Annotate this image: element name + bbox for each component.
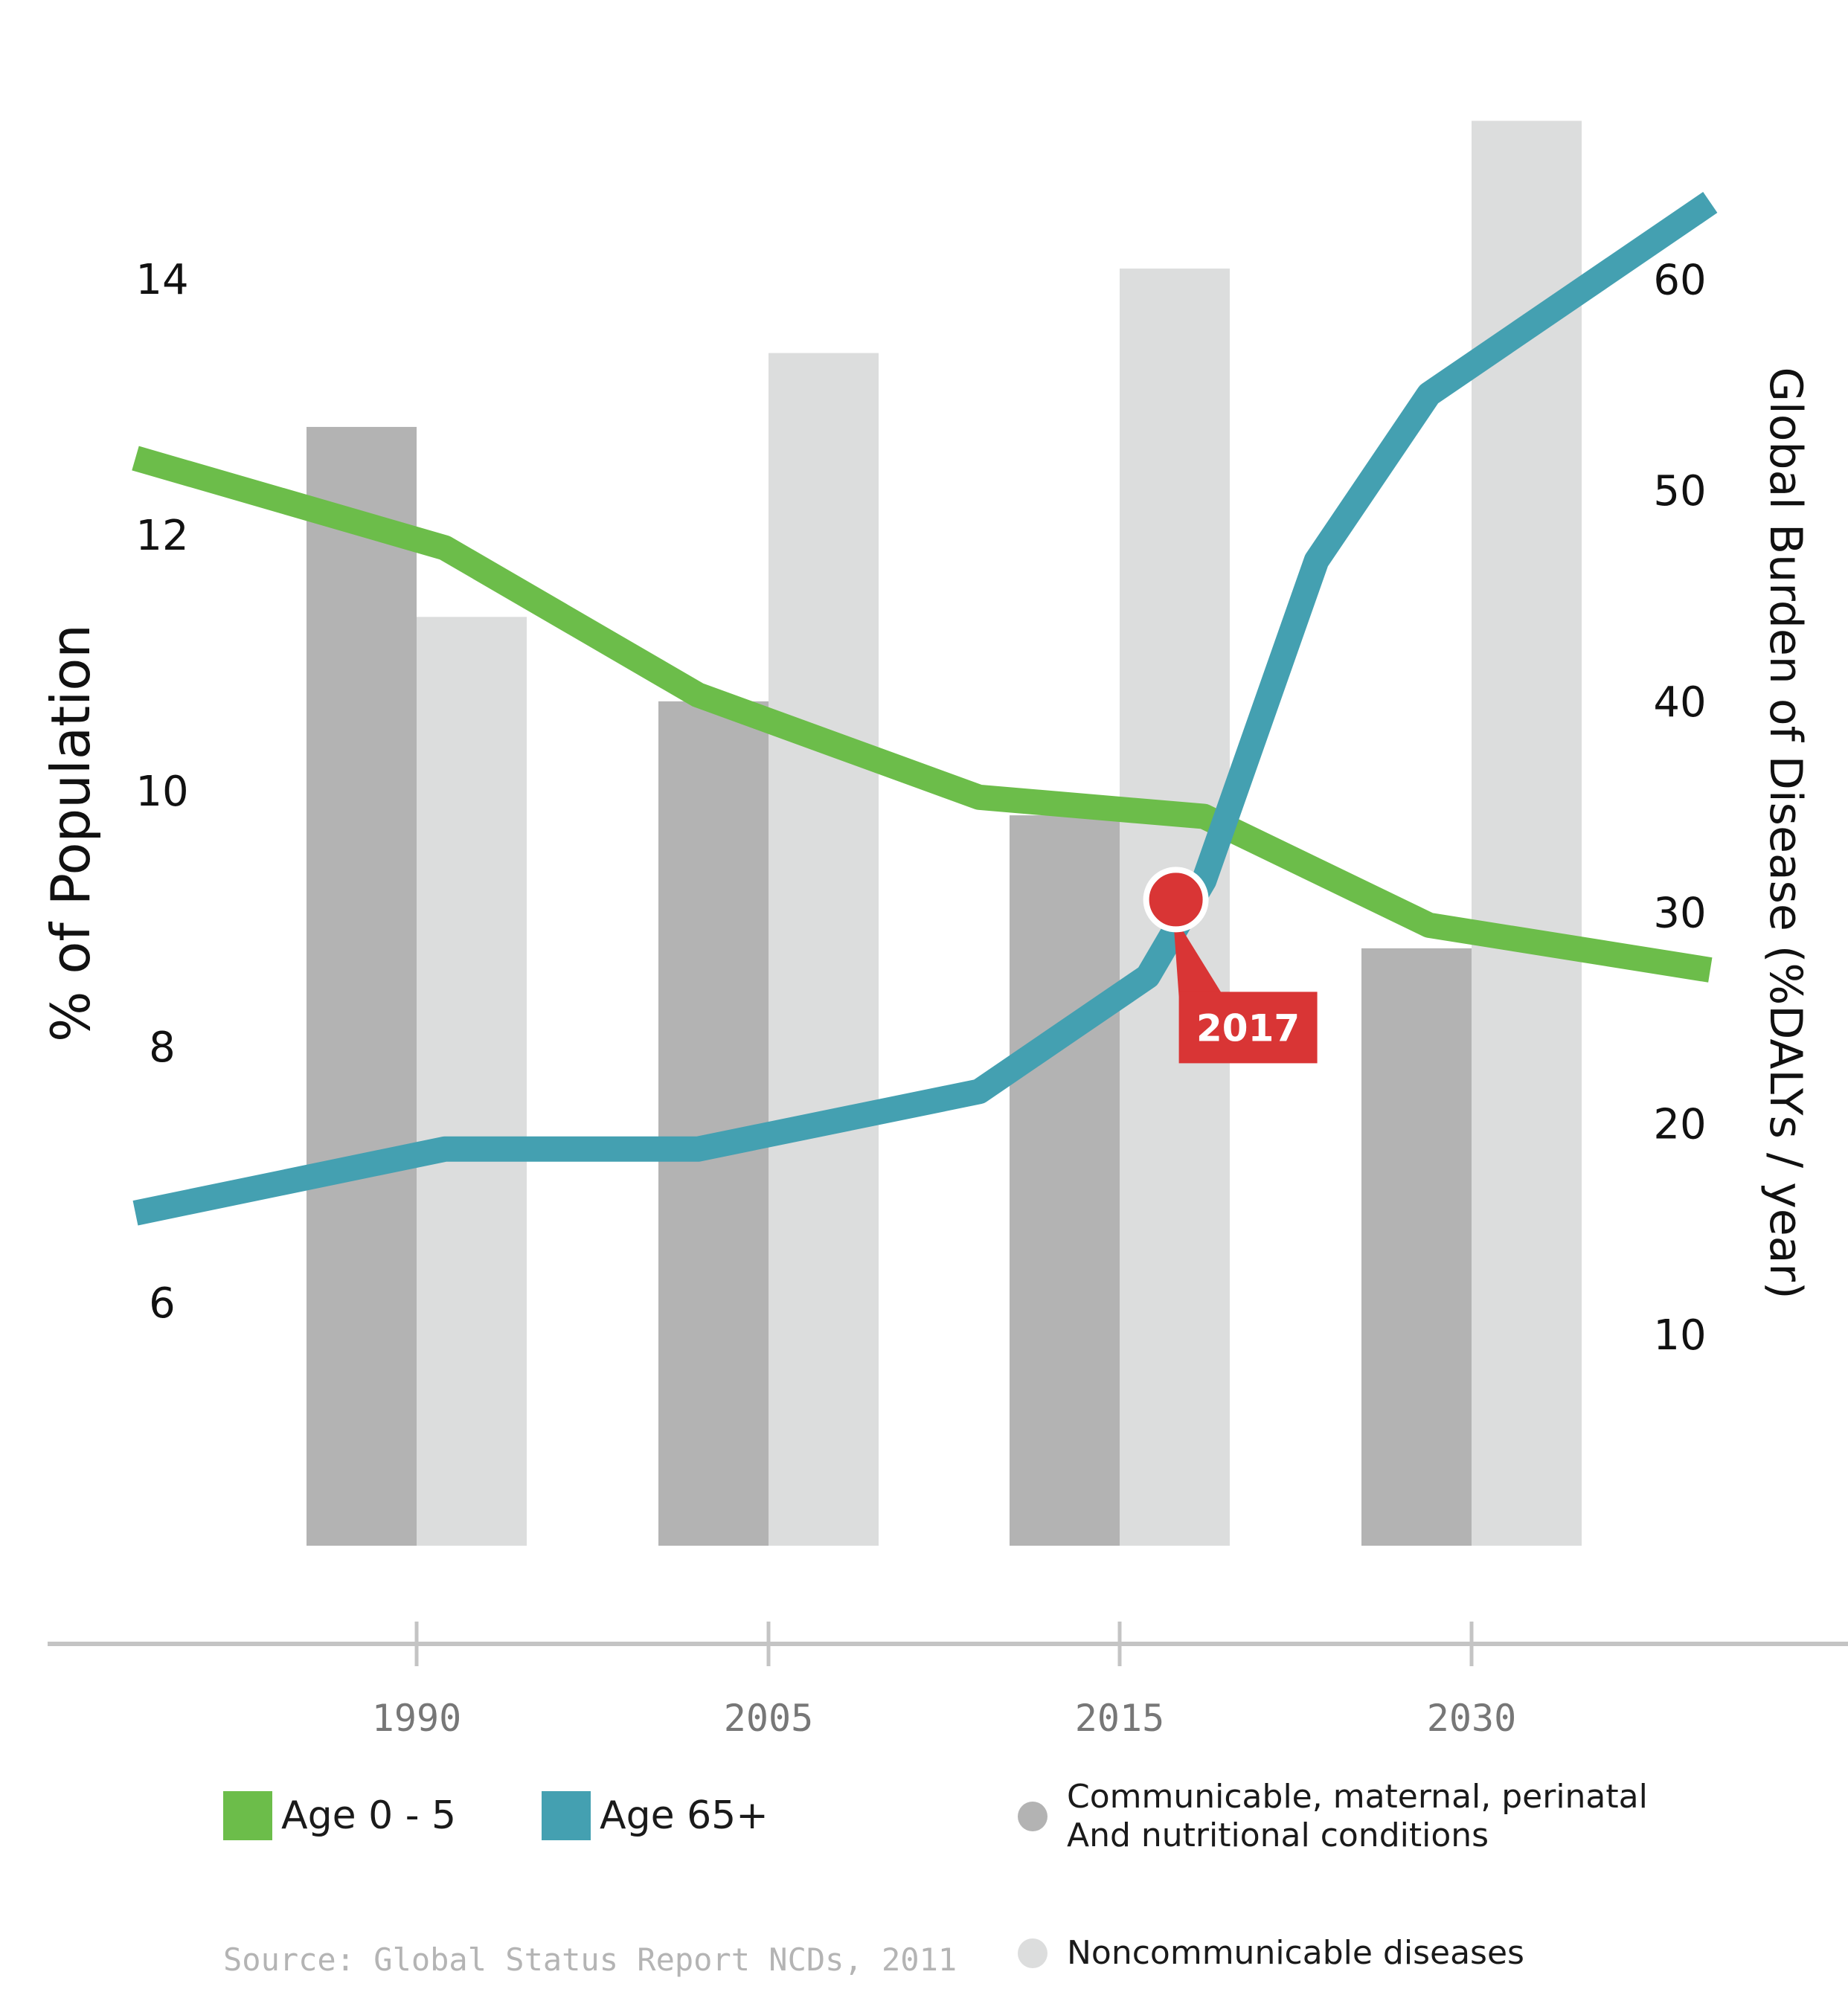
bar-noncommunicable-2005 (769, 353, 879, 1546)
legend-label-communicable-line2: And nutritional conditions (1067, 1816, 1648, 1855)
legend-swatch-age-0-5 (223, 1791, 272, 1840)
y-left-tick-12: 12 (135, 512, 188, 560)
legend-label-noncommunicable: Noncommunicable diseases (1067, 1934, 1524, 1973)
bar-communicable-2030 (1361, 948, 1472, 1546)
x-tick-label-1990: 1990 (372, 1697, 461, 1740)
annotation-marker (1146, 870, 1206, 929)
bar-communicable-1990 (307, 427, 417, 1546)
y-right-tick-60: 60 (1653, 256, 1706, 304)
y-right-tick-40: 40 (1653, 678, 1706, 727)
legend-dot-noncommunicable (1018, 1938, 1047, 1968)
bars-group (307, 121, 1582, 1546)
annotation-label: 2017 (1196, 1006, 1300, 1050)
legend-item-age-0-5: Age 0 - 5 (223, 1791, 456, 1840)
legend-dot-communicable (1018, 1802, 1047, 1831)
bar-noncommunicable-1990 (417, 617, 527, 1546)
y-axis-right: 10 20 30 40 50 60 (1653, 256, 1706, 1360)
y-left-tick-10: 10 (135, 768, 188, 816)
legend-label-communicable-line1: Communicable, maternal, perinatal (1067, 1778, 1648, 1816)
legend-label-age-0-5: Age 0 - 5 (281, 1793, 456, 1838)
y-axis-right-label: Global Burden of Disease (%DALYs / year) (1759, 367, 1812, 1299)
bar-communicable-2015 (1010, 815, 1120, 1546)
y-axis-left: 6 8 10 12 14 (135, 256, 188, 1328)
y-right-tick-20: 20 (1653, 1100, 1706, 1148)
legend-item-age-65: Age 65+ (542, 1791, 769, 1840)
bar-communicable-2005 (658, 701, 769, 1546)
legend-label-communicable: Communicable, maternal, perinatal And nu… (1067, 1778, 1648, 1855)
y-right-tick-10: 10 (1653, 1311, 1706, 1360)
x-axis: 1990 2005 2015 2030 (48, 1622, 1848, 1740)
source-note: Source: Global Status Report NCDs, 2011 (223, 1941, 957, 1978)
y-left-tick-6: 6 (149, 1279, 176, 1328)
legend-label-age-65: Age 65+ (600, 1793, 769, 1838)
legend-swatch-age-65 (542, 1791, 591, 1840)
y-right-tick-30: 30 (1653, 890, 1706, 938)
y-left-tick-8: 8 (149, 1024, 176, 1072)
legend-item-communicable: Communicable, maternal, perinatal And nu… (1018, 1778, 1648, 1855)
y-right-tick-50: 50 (1653, 467, 1706, 515)
legend-item-noncommunicable: Noncommunicable diseases (1018, 1934, 1524, 1973)
x-tick-label-2015: 2015 (1075, 1697, 1164, 1740)
y-left-tick-14: 14 (135, 256, 188, 304)
x-tick-label-2030: 2030 (1427, 1697, 1516, 1740)
y-axis-left-label: % of Population (39, 624, 102, 1042)
x-tick-label-2005: 2005 (724, 1697, 813, 1740)
